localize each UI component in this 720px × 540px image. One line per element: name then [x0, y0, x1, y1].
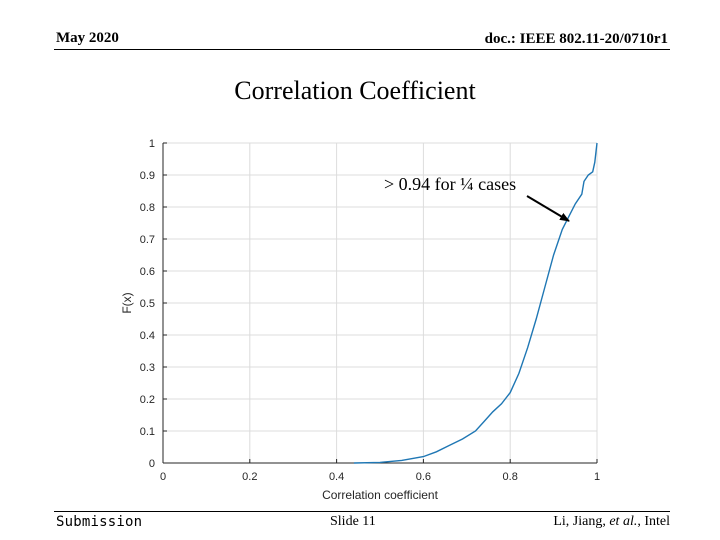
- footer-divider: [54, 511, 670, 512]
- x-tick-label: 0.2: [242, 471, 257, 483]
- x-tick-label: 0.8: [503, 471, 518, 483]
- x-tick-label: 0.4: [329, 471, 344, 483]
- y-tick-label: 0.7: [140, 234, 155, 246]
- y-tick-label: 0: [149, 458, 155, 470]
- annotation-arrow: [526, 195, 570, 222]
- slide-title: Correlation Coefficient: [234, 76, 476, 105]
- y-tick-label: 0.8: [140, 202, 155, 214]
- x-tick-label: 1: [594, 471, 600, 483]
- header-doc-id: doc.: IEEE 802.11-20/0710r1: [484, 31, 668, 47]
- footer-submission: Submission: [56, 514, 143, 530]
- series-layer: [353, 142, 598, 464]
- footer-org: , Intel: [637, 514, 670, 529]
- y-tick-label: 0.4: [140, 330, 155, 342]
- footer-slide-number: Slide 11: [330, 514, 376, 529]
- annotation-text: > 0.94 for ¼ cases: [384, 174, 516, 194]
- axis-layer: 0 0.2 0.4 0.6 0.8 1 0 0.1 0.2 0.3 0.4 0.5 0.6 0.7 0.8 0…: [140, 138, 600, 483]
- footer-et-al: et al.: [609, 514, 638, 529]
- y-tick-label: 0.2: [140, 394, 155, 406]
- x-axis-label: Correlation coefficient: [322, 488, 439, 502]
- grid-layer: [162, 142, 598, 464]
- y-axis-label: F(x): [120, 292, 134, 313]
- footer-authors: Li, Jiang, et al., Intel: [553, 514, 670, 530]
- header-divider: [54, 49, 670, 50]
- y-tick-label: 0.5: [140, 298, 155, 310]
- x-tick-label: 0.6: [416, 471, 431, 483]
- x-tick-label: 0: [160, 471, 166, 483]
- cdf-series-line: [353, 142, 598, 464]
- y-tick-label: 0.9: [140, 170, 155, 182]
- header-date: May 2020: [56, 30, 119, 46]
- y-tick-label: 1: [149, 138, 155, 150]
- y-tick-label: 0.3: [140, 362, 155, 374]
- footer-author-names: Li, Jiang,: [553, 514, 610, 529]
- y-tick-label: 0.6: [140, 266, 155, 278]
- y-tick-label: 0.1: [140, 426, 155, 438]
